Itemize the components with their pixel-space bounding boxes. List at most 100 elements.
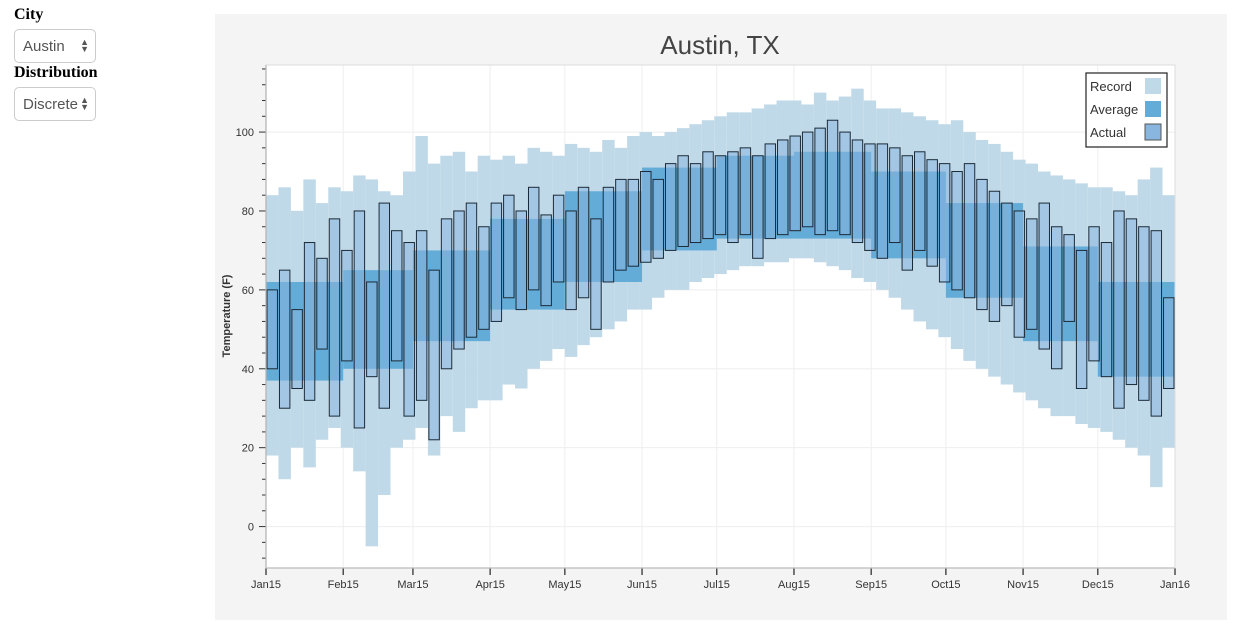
y-tick-label: 20 xyxy=(242,443,254,455)
actual-bar xyxy=(1013,210,1026,338)
actual-bar xyxy=(702,151,714,240)
actual-bar xyxy=(864,143,876,251)
actual-bar xyxy=(764,143,777,240)
actual-bar xyxy=(1001,202,1013,307)
x-tick-label: Jul15 xyxy=(704,579,730,591)
actual-bar xyxy=(1075,249,1088,389)
actual-bar xyxy=(527,186,540,291)
city-select[interactable]: Austin ▲ ▼ xyxy=(14,29,96,63)
actual-bar xyxy=(577,186,590,299)
x-tick-label: Mar15 xyxy=(397,579,428,591)
actual-bar xyxy=(739,147,752,236)
actual-bar xyxy=(415,230,428,401)
select-arrows-icon: ▲ ▼ xyxy=(80,37,89,54)
x-tick-label: Oct15 xyxy=(931,579,960,591)
actual-bar xyxy=(490,202,503,322)
actual-bar xyxy=(366,281,378,378)
actual-bar xyxy=(988,190,1001,322)
y-tick-label: 40 xyxy=(242,364,254,376)
actual-bar xyxy=(278,269,291,409)
y-axis-label: Temperature (F) xyxy=(221,274,233,357)
actual-bar xyxy=(627,178,640,267)
legend-swatch xyxy=(1145,101,1161,117)
actual-bar xyxy=(826,119,839,232)
actual-bar xyxy=(503,194,515,299)
y-tick-label: 100 xyxy=(236,127,254,139)
distribution-select[interactable]: Discrete ▲ ▼ xyxy=(14,87,96,121)
actual-bar xyxy=(602,186,615,283)
actual-bar xyxy=(814,127,826,236)
actual-bar xyxy=(914,151,926,251)
actual-bar xyxy=(652,178,664,259)
actual-bar xyxy=(328,218,341,417)
actual-bar xyxy=(714,155,727,236)
actual-bar xyxy=(552,194,565,283)
y-tick-label: 0 xyxy=(248,522,254,534)
x-tick-label: Aug15 xyxy=(778,579,810,591)
actual-bar xyxy=(1125,218,1138,386)
actual-bar xyxy=(889,147,901,244)
actual-bar xyxy=(1026,218,1038,330)
x-tick-label: Jun15 xyxy=(627,579,657,591)
average-bar xyxy=(490,218,565,310)
distribution-select-value: Discrete xyxy=(23,96,79,113)
actual-bar xyxy=(303,242,316,401)
actual-bar xyxy=(1138,226,1150,401)
actual-bar xyxy=(341,249,353,362)
actual-bar xyxy=(465,202,478,338)
actual-bar xyxy=(901,155,914,271)
y-tick-label: 60 xyxy=(242,285,254,297)
x-tick-label: Apr15 xyxy=(475,579,504,591)
actual-bar xyxy=(1113,210,1125,409)
actual-bar xyxy=(926,159,938,267)
actual-bar xyxy=(963,163,976,299)
actual-bar xyxy=(1163,297,1175,389)
x-tick-label: May15 xyxy=(548,579,581,591)
legend-swatch xyxy=(1144,123,1162,141)
actual-bar xyxy=(851,139,864,244)
actual-bar xyxy=(1100,242,1113,378)
city-select-value: Austin xyxy=(23,38,65,55)
actual-bar xyxy=(453,210,465,350)
average-bar xyxy=(343,270,413,369)
actual-bar xyxy=(478,226,490,330)
actual-bar xyxy=(1038,202,1050,350)
actual-bar xyxy=(839,131,851,236)
actual-bar xyxy=(515,210,527,311)
actual-bar xyxy=(391,230,403,362)
y-tick-label: 80 xyxy=(242,206,254,218)
actual-bar xyxy=(428,269,440,441)
actual-bar xyxy=(291,309,303,389)
actual-bar xyxy=(1063,234,1075,322)
actual-bar xyxy=(664,163,677,251)
actual-bar xyxy=(801,131,814,228)
axes: Jan15 Feb15 Mar15 Apr15 May15 Jun15 Jul15 Aug15… xyxy=(236,64,1190,591)
actual-bar xyxy=(976,178,988,311)
actual-bar xyxy=(938,163,951,283)
actual-bar xyxy=(590,218,602,330)
actual-bar xyxy=(440,218,453,370)
legend-label: Actual xyxy=(1090,125,1126,140)
select-arrows-icon: ▲ ▼ xyxy=(80,95,89,112)
actual-bar xyxy=(615,178,627,271)
city-label: City xyxy=(14,6,44,23)
actual-bar xyxy=(777,139,789,236)
actual-bar xyxy=(689,163,702,244)
x-tick-label: Jan16 xyxy=(1160,579,1190,591)
actual-bar xyxy=(1088,226,1100,362)
x-tick-label: Jan15 xyxy=(251,579,281,591)
actual-bar xyxy=(540,214,552,307)
actual-bar xyxy=(640,171,652,263)
chart-title: Austin, TX xyxy=(660,30,779,60)
actual-bar xyxy=(789,135,801,232)
distribution-label: Distribution xyxy=(14,64,98,81)
x-tick-label: Sep15 xyxy=(855,579,887,591)
x-tick-label: Dec15 xyxy=(1082,579,1114,591)
x-tick-label: Nov15 xyxy=(1007,579,1039,591)
actual-bar xyxy=(1050,226,1063,370)
plot-border xyxy=(265,64,1176,569)
actual-bar xyxy=(403,242,415,417)
actual-bar xyxy=(677,155,689,247)
actual-series xyxy=(266,119,1175,441)
actual-bar xyxy=(266,289,278,370)
